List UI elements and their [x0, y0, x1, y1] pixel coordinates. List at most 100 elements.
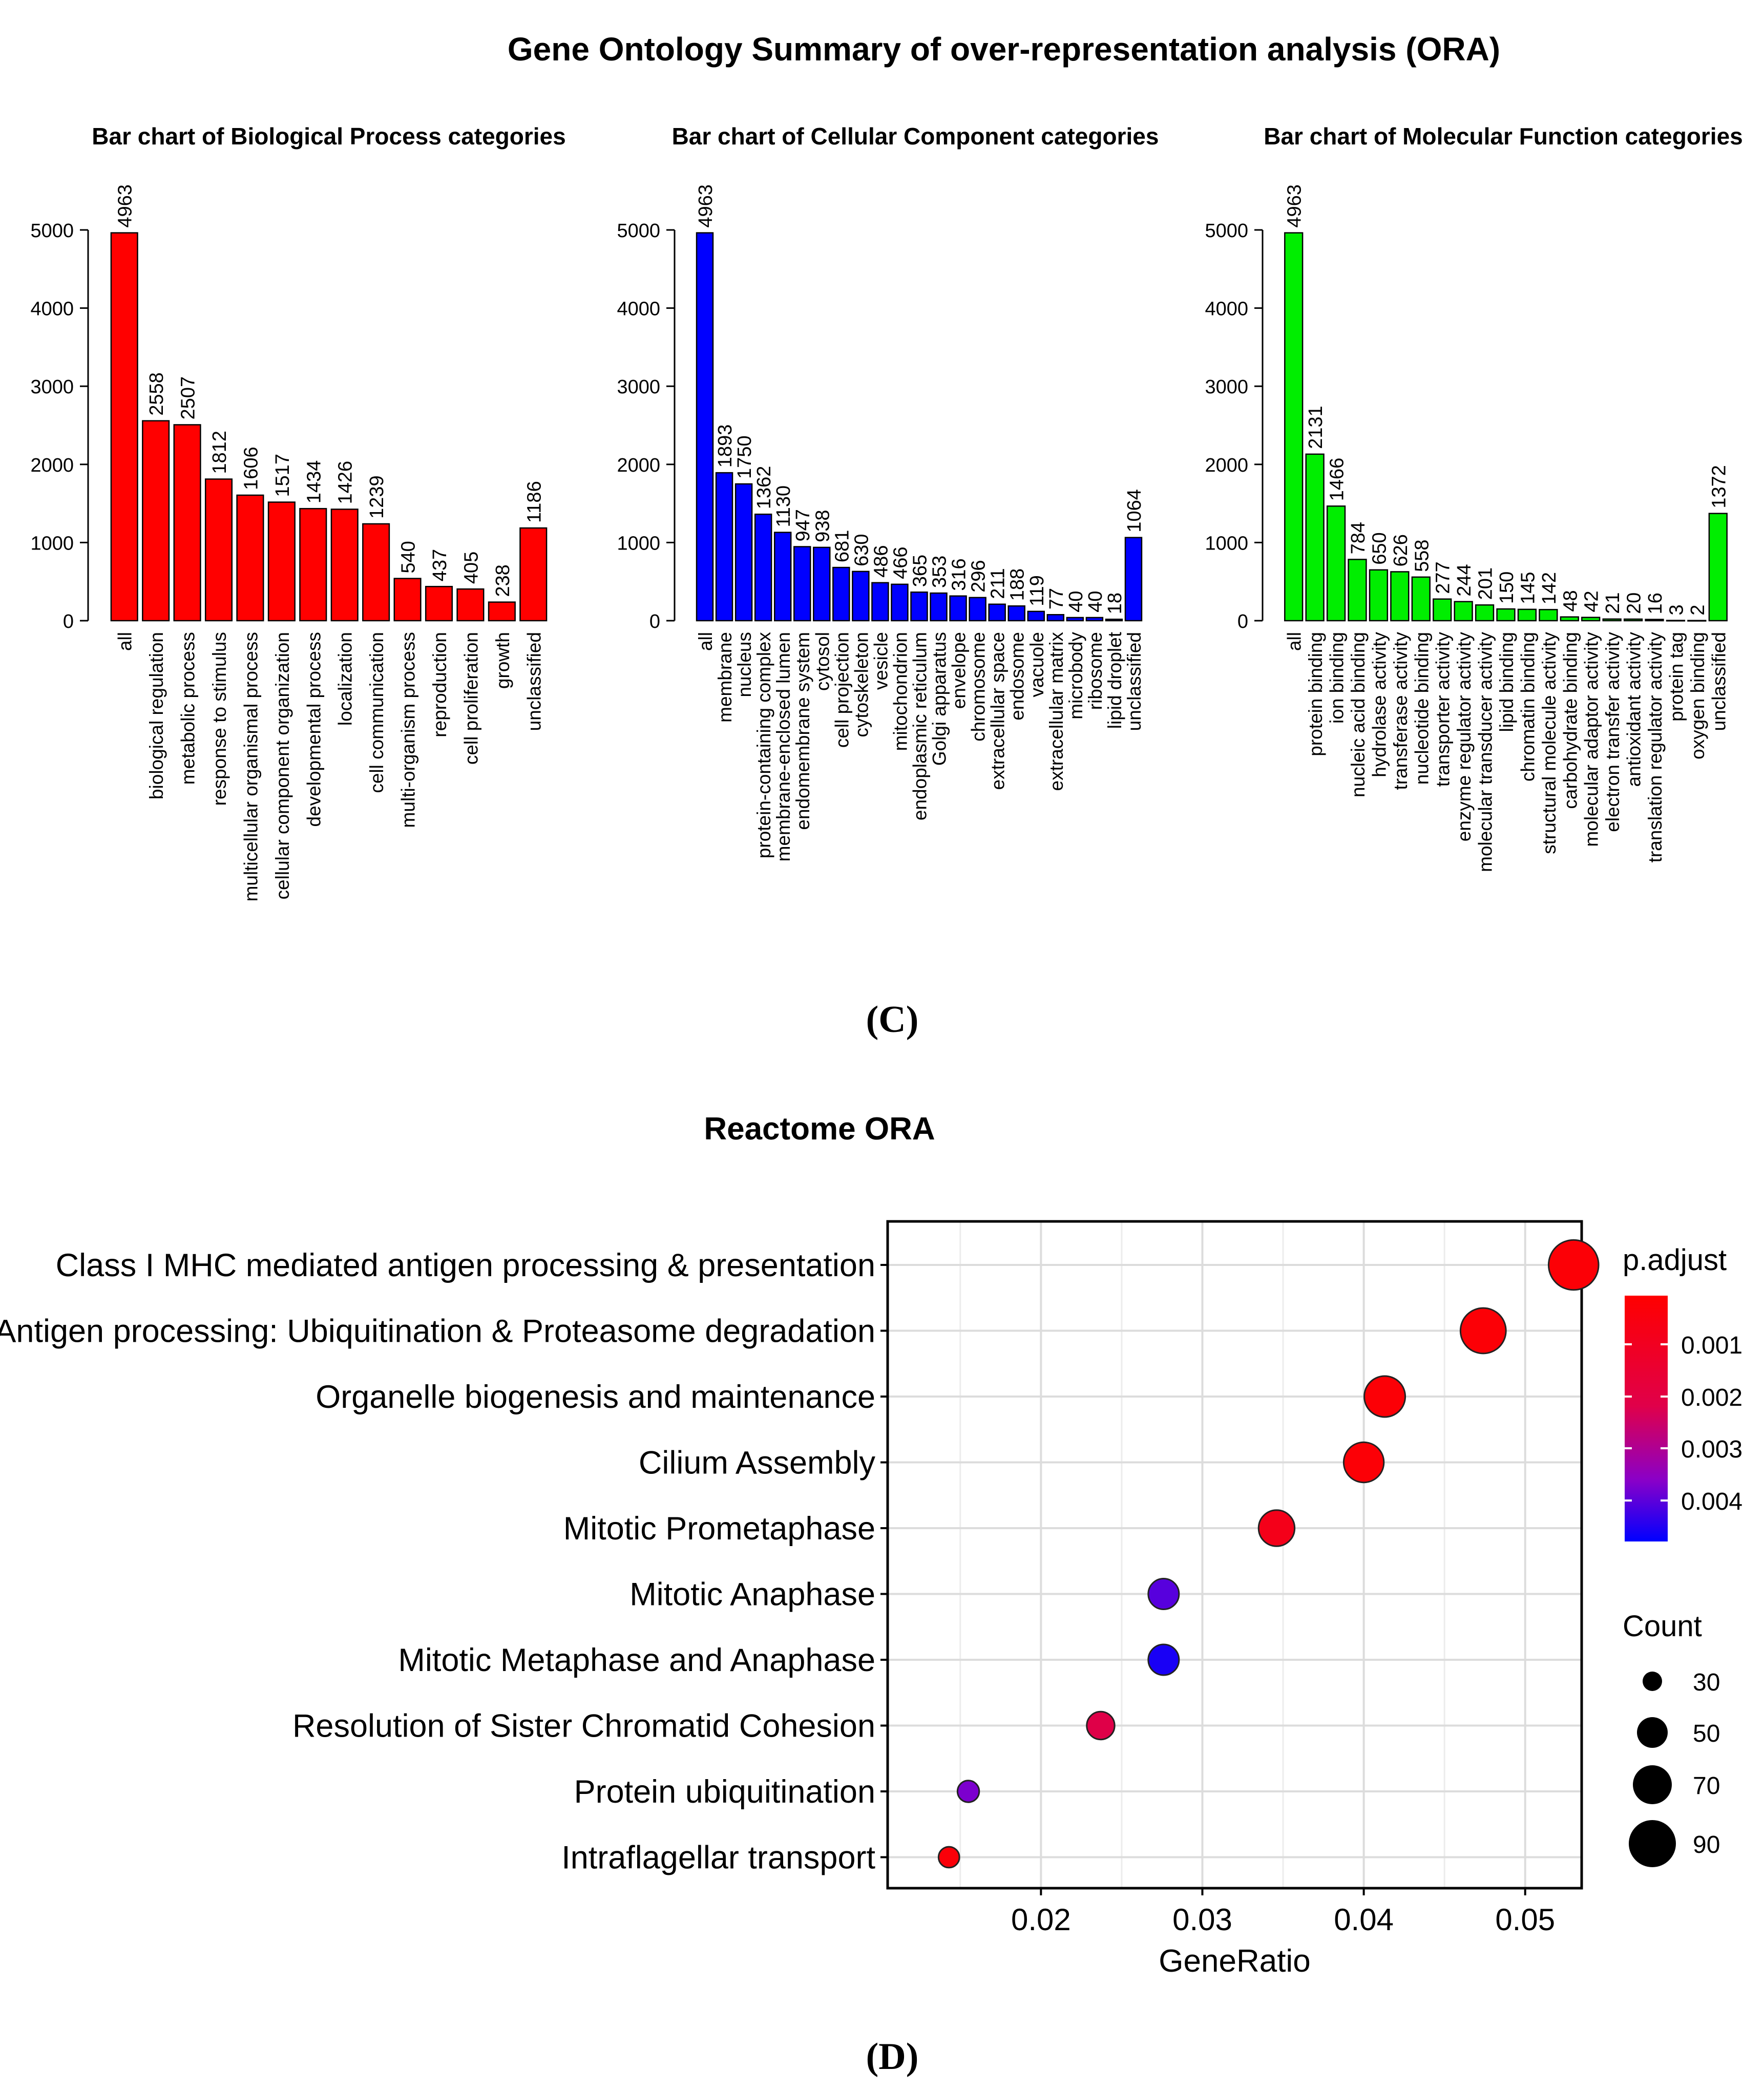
y-tick-label: 2000: [1205, 455, 1248, 476]
x-tick-label: transferase activity: [1390, 632, 1411, 790]
bar: [871, 582, 889, 622]
data-point: [937, 1846, 960, 1869]
x-tick-label: cellular component organization: [272, 632, 293, 899]
x-tick-label: hydrolase activity: [1369, 632, 1390, 777]
chart-title: Bar chart of Biological Process categori…: [92, 123, 565, 150]
x-tick-label: Golgi apparatus: [929, 632, 950, 766]
data-label: 437: [429, 549, 451, 581]
bar: [832, 566, 850, 622]
data-label: 2: [1687, 605, 1709, 616]
bar: [142, 420, 170, 622]
pathway-label: Resolution of Sister Chromatid Cohesion: [292, 1708, 875, 1744]
reactome-title: Reactome ORA: [704, 1111, 935, 1147]
data-label: 188: [1007, 568, 1028, 601]
x-tick-label: vacuole: [1026, 632, 1047, 698]
bar: [1124, 537, 1143, 622]
pathway-label: Antigen processing: Ubiquitination & Pro…: [0, 1314, 875, 1349]
data-label: 201: [1475, 567, 1497, 600]
x-tick-label: endosome: [1007, 632, 1028, 721]
data-label: 142: [1539, 572, 1560, 604]
y-tick-label: 1000: [617, 533, 660, 554]
bar: [1433, 598, 1452, 622]
x-tick-label: unclassified: [1708, 632, 1729, 731]
y-tick-label: 0: [649, 611, 660, 632]
y-tick-label: 4000: [30, 299, 74, 320]
data-label: 1466: [1327, 458, 1348, 501]
x-tick-label: unclassified: [523, 632, 544, 731]
y-tick-label: 3000: [617, 376, 660, 398]
x-tick-label: enzyme regulator activity: [1454, 632, 1475, 842]
x-tick-label: lipid droplet: [1104, 631, 1125, 729]
x-tick-label: multicellular organismal process: [240, 632, 261, 901]
x-tick-label: reproduction: [429, 632, 450, 737]
x-tick-label: carbohydrate binding: [1560, 632, 1581, 809]
bar: [930, 592, 948, 622]
bar: [519, 527, 548, 622]
y-tick-label: 5000: [1205, 220, 1248, 242]
x-tick-label: cell proliferation: [460, 632, 481, 765]
bar: [1517, 608, 1537, 622]
bar: [488, 601, 516, 622]
data-label: 1130: [773, 485, 794, 527]
bar: [1085, 617, 1104, 622]
bar: [793, 546, 811, 622]
x-tick-label: transporter activity: [1433, 632, 1454, 787]
x-tick-label: extracellular matrix: [1046, 632, 1067, 791]
x-tick-label: all: [115, 632, 136, 651]
bar: [456, 588, 485, 622]
x-tick-label: nucleic acid binding: [1348, 632, 1369, 797]
color-legend-label: 0.002: [1681, 1384, 1742, 1411]
bar: [1623, 618, 1643, 622]
size-legend-dot: [1629, 1820, 1676, 1867]
x-tick-label: metabolic process: [178, 632, 199, 785]
bar: [204, 478, 233, 622]
x-tick-label: endomembrane system: [792, 632, 813, 830]
size-legend-label: 70: [1693, 1772, 1720, 1800]
size-legend-dot: [1643, 1672, 1662, 1691]
go-summary-title: Gene Ontology Summary of over-representa…: [508, 31, 1500, 68]
data-label: 238: [492, 564, 514, 597]
bar: [1326, 505, 1346, 622]
x-tick-label: all: [1284, 632, 1305, 651]
data-label: 3: [1666, 604, 1687, 615]
data-label: 2558: [146, 372, 167, 416]
pathway-label: Mitotic Metaphase and Anaphase: [398, 1642, 875, 1678]
pathway-label: Class I MHC mediated antigen processing …: [56, 1248, 875, 1283]
x-tick-label: cell projection: [831, 632, 852, 748]
mf-bar-chart: Bar chart of Molecular Function categori…: [1205, 123, 1742, 872]
x-tick-label: membrane: [715, 632, 736, 723]
bar: [891, 583, 909, 622]
color-legend-label: 0.004: [1681, 1488, 1742, 1515]
x-tick-label: translation regulator activity: [1645, 632, 1666, 863]
reactome-dot-plot: Reactome ORA Class I MHC mediated antigen…: [0, 1111, 1742, 1979]
bar: [734, 483, 753, 622]
data-label: 1426: [335, 461, 356, 504]
bar: [1496, 608, 1516, 622]
data-label: 20: [1624, 593, 1645, 614]
data-label: 630: [851, 534, 872, 566]
size-legend-label: 90: [1693, 1831, 1720, 1858]
pathway-label: Intraflagellar transport: [561, 1840, 875, 1876]
data-label: 558: [1411, 539, 1433, 572]
x-tick-label: mitochondrion: [890, 632, 911, 751]
x-tick-label: response to stimulus: [209, 632, 230, 806]
x-tick-label: protein tag: [1666, 632, 1687, 722]
data-point: [1086, 1710, 1116, 1741]
x-tick-label: microbody: [1065, 632, 1086, 720]
bar: [1708, 513, 1728, 622]
bar: [1411, 576, 1431, 622]
y-tick-label: 4000: [617, 299, 660, 320]
data-label: 4963: [695, 184, 717, 228]
y-tick-label: 2000: [617, 455, 660, 476]
chart-title: Bar chart of Molecular Function categori…: [1264, 123, 1743, 150]
data-label: 947: [792, 509, 814, 541]
x-tick-label: 0.04: [1334, 1903, 1394, 1937]
bar: [773, 532, 792, 622]
data-label: 211: [988, 568, 1009, 599]
x-tick-label: nucleotide binding: [1411, 632, 1432, 785]
bar: [110, 232, 138, 622]
bar: [173, 424, 201, 622]
data-label: 353: [929, 556, 951, 588]
x-tick-label: molecular transducer activity: [1475, 632, 1496, 872]
